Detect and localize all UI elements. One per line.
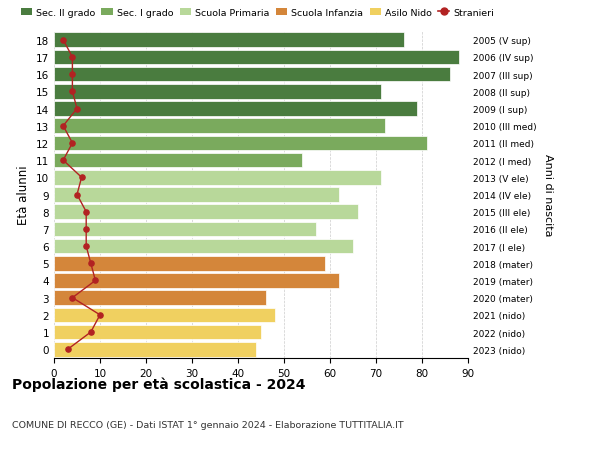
Bar: [54, 119, 385, 134]
Point: [72, 106, 82, 113]
Bar: [54, 239, 353, 254]
Bar: [54, 342, 256, 357]
Bar: [54, 274, 339, 288]
Bar: [54, 136, 427, 151]
Point: [86, 329, 95, 336]
Bar: [54, 325, 261, 340]
Bar: [54, 171, 380, 185]
Point: [68, 140, 77, 147]
Point: [58, 123, 68, 130]
Point: [58, 157, 68, 164]
Point: [68, 89, 77, 96]
Bar: [54, 50, 459, 65]
Point: [95, 312, 105, 319]
Legend: Sec. II grado, Sec. I grado, Scuola Primaria, Scuola Infanzia, Asilo Nido, Stran: Sec. II grado, Sec. I grado, Scuola Prim…: [17, 5, 498, 21]
Point: [77, 174, 86, 182]
Point: [86, 260, 95, 267]
Point: [58, 37, 68, 45]
Point: [91, 277, 100, 285]
Y-axis label: Età alunni: Età alunni: [17, 165, 31, 225]
Bar: [54, 205, 358, 219]
Point: [68, 54, 77, 62]
Point: [82, 208, 91, 216]
Bar: [54, 291, 266, 305]
Y-axis label: Anni di nascita: Anni di nascita: [543, 154, 553, 236]
Bar: [54, 68, 449, 82]
Bar: [54, 222, 316, 237]
Bar: [54, 188, 339, 202]
Point: [72, 191, 82, 199]
Point: [68, 71, 77, 78]
Bar: [54, 85, 380, 100]
Text: Popolazione per età scolastica - 2024: Popolazione per età scolastica - 2024: [12, 376, 305, 391]
Bar: [54, 102, 418, 117]
Bar: [54, 308, 275, 322]
Point: [82, 226, 91, 233]
Text: COMUNE DI RECCO (GE) - Dati ISTAT 1° gennaio 2024 - Elaborazione TUTTITALIA.IT: COMUNE DI RECCO (GE) - Dati ISTAT 1° gen…: [12, 420, 404, 429]
Point: [63, 346, 73, 353]
Point: [68, 294, 77, 302]
Bar: [54, 257, 325, 271]
Bar: [54, 153, 302, 168]
Point: [82, 243, 91, 250]
Bar: [54, 34, 404, 48]
